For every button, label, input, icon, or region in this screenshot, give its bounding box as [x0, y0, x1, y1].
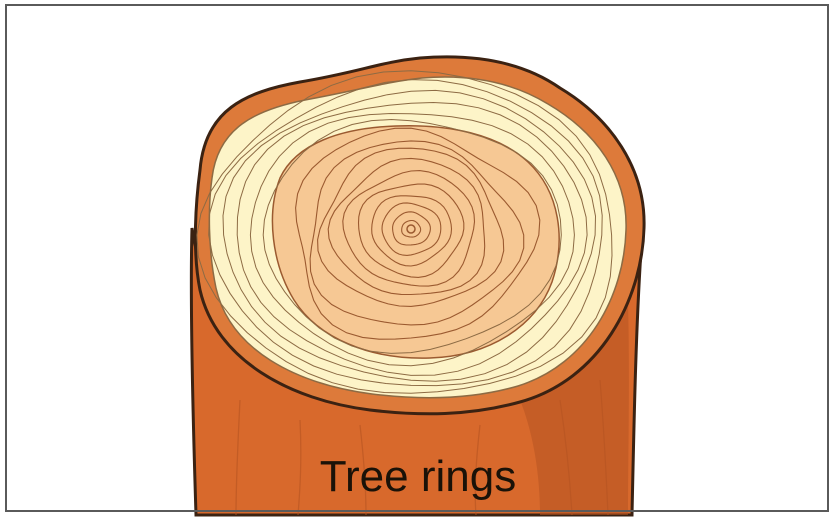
- trunk-shadow: [520, 300, 629, 515]
- growth-ring-6: [342, 170, 476, 287]
- growth-ring-11: [262, 118, 562, 354]
- growth-ring-16: [196, 70, 613, 394]
- growth-ring-2: [392, 211, 431, 246]
- growth-ring-4: [371, 195, 453, 267]
- growth-ring-1: [401, 219, 422, 238]
- heartwood: [271, 125, 560, 359]
- growth-ring-3: [381, 202, 442, 256]
- pith: [406, 224, 416, 234]
- growth-ring-7: [327, 157, 486, 296]
- growth-ring-14: [222, 89, 597, 382]
- growth-ring-5: [357, 183, 465, 278]
- growth-ring-13: [236, 101, 588, 376]
- frame-border: [5, 4, 829, 512]
- bark-grain: [235, 379, 609, 516]
- growth-ring-15: [208, 79, 603, 387]
- growth-ring-8: [317, 147, 505, 307]
- growth-ring-10: [295, 127, 541, 340]
- growth-rings: [196, 70, 613, 394]
- caption: Tree rings: [319, 452, 517, 501]
- growth-ring-12: [249, 112, 575, 367]
- growth-ring-9: [309, 140, 525, 326]
